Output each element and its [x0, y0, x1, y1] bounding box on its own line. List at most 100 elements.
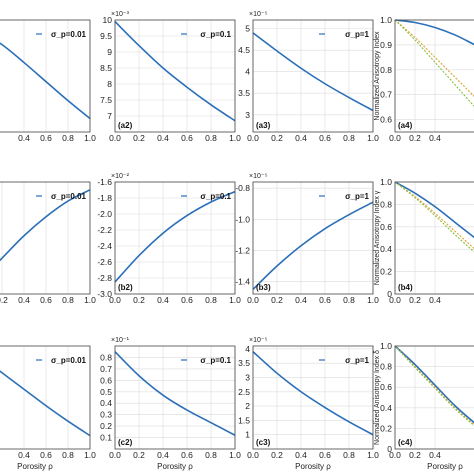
- x-tick-label: 0.8: [343, 295, 355, 305]
- y-axis-label: Normalized Anisotropy Index: [374, 31, 381, 121]
- x-tick-label: 0.2: [271, 295, 283, 305]
- x-tick-label: 0.4: [157, 450, 169, 460]
- x-tick-label: 0.0: [109, 295, 121, 305]
- y-tick-label: 4.5: [238, 45, 250, 55]
- x-tick-label: 0.2: [0, 295, 8, 305]
- x-tick-label: 0.4: [295, 450, 307, 460]
- y-tick-label: 1.5: [238, 415, 250, 425]
- x-tick-label: 0.0: [109, 133, 121, 143]
- panel-a3: 0.0 0.2 0.4 0.6 0.8 1.0 3 3.5 4 4.5 5 ×10⁻⁵ σ_p=1 (a3…: [238, 11, 379, 143]
- plot-frame: [114, 181, 236, 295]
- plot-frame: [252, 345, 374, 450]
- x-tick-label: 0.8: [205, 450, 217, 460]
- panel-c1: 0.4 0.6 0.8 1.0 σ_p=0.01 Porosity ρ: [0, 345, 96, 471]
- y-tick-label: 7.5: [100, 95, 112, 105]
- x-tick-label: 0.4: [157, 133, 169, 143]
- y-tick-label: 0.7: [380, 90, 392, 100]
- y-tick-label: -2.2: [97, 225, 112, 235]
- series-line-a4-2: [394, 19, 474, 107]
- series-line-c3-0: [252, 351, 374, 436]
- series-line-a4-1: [394, 19, 474, 97]
- y-tick-label: 2: [245, 401, 250, 411]
- x-tick-label: 1.0: [84, 133, 96, 143]
- y-tick-label: 0.5: [100, 387, 112, 397]
- series-line-b3-0: [252, 201, 374, 290]
- x-tick-label: 0.4: [18, 450, 30, 460]
- panel-a1: 0.4 0.6 0.8 1.0 σ_p=0.01: [0, 19, 96, 143]
- y-tick-label: 0.6: [380, 115, 392, 125]
- x-tick-label: 0.2: [409, 450, 421, 460]
- x-tick-label: 0.6: [181, 133, 193, 143]
- y-tick-label: 0.8: [100, 352, 112, 362]
- plot-frame: [252, 181, 374, 295]
- y-tick-label: 1.0: [380, 177, 392, 187]
- y-tick-label: 0.7: [100, 364, 112, 374]
- x-tick-label: 0.8: [205, 295, 217, 305]
- plot-frame: [0, 19, 91, 133]
- plot-frame: [0, 345, 91, 450]
- y-tick-label: 3.5: [238, 88, 250, 98]
- plot-frame: [114, 19, 236, 133]
- x-tick-label: 0.4: [295, 133, 307, 143]
- x-tick-label: 0.8: [205, 133, 217, 143]
- panel-c2: 0.0 0.2 0.4 0.6 0.8 1.00.10.20.30.40.50.60.70…: [100, 337, 241, 471]
- y-tick-label: 3: [245, 372, 250, 382]
- x-tick-label: 0.4: [429, 133, 441, 143]
- y-tick-label: -1.2: [235, 245, 250, 255]
- panel-b3: 0.0 0.2 0.4 0.6 0.8 1.0 -1.4 -1.2 -1.0 -0.8 ×10⁻⁵ σ…: [235, 173, 379, 305]
- x-axis-label: Porosity ρ: [427, 462, 463, 471]
- series-line-c1-0: [0, 370, 91, 437]
- x-tick-label: 1.0: [367, 133, 379, 143]
- series-line-a1-0: [0, 42, 91, 120]
- y-tick-label: 1: [245, 430, 250, 440]
- x-tick-label: 0.2: [271, 133, 283, 143]
- x-tick-label: 0.0: [389, 133, 401, 143]
- y-tick-label: 10: [103, 15, 113, 25]
- y-tick-label: -1.4: [235, 277, 250, 287]
- x-tick-label: 0.6: [319, 295, 331, 305]
- y-tick-label: 0: [387, 444, 392, 454]
- x-tick-label: 0.8: [62, 295, 74, 305]
- legend-label: σ_p=0.1: [200, 30, 231, 39]
- panel-c3: 0.0 0.2 0.4 0.6 0.8 1.0 1 1.5 2 2.5 3 3.5 4×10⁻⁵ σ_p=…: [238, 337, 379, 471]
- x-tick-label: 1.0: [229, 133, 241, 143]
- plot-frame: [114, 345, 236, 450]
- plot-frame: [394, 181, 474, 295]
- legend-label: σ_p=0.01: [51, 192, 87, 201]
- legend-label: σ_p=1: [345, 192, 369, 201]
- x-tick-label: 1.0: [229, 295, 241, 305]
- x-tick-label: 0.2: [409, 133, 421, 143]
- y-tick-label: 3.5: [238, 358, 250, 368]
- y-tick-label: -1.6: [97, 177, 112, 187]
- x-tick-label: 0.6: [319, 450, 331, 460]
- series-line-b4-1: [394, 181, 474, 250]
- x-tick-label: 0.6: [40, 295, 52, 305]
- y-tick-label: 0.4: [100, 398, 112, 408]
- series-line-c4-0: [394, 345, 474, 424]
- y-tick-label: 1.0: [380, 15, 392, 25]
- x-tick-label: 0.8: [343, 133, 355, 143]
- y-tick-label: 0.3: [100, 410, 112, 420]
- y-tick-label: 5: [245, 24, 250, 34]
- x-tick-label: 0.6: [319, 133, 331, 143]
- panel-a2: 0.0 0.2 0.4 0.6 0.8 1.0 7 7.5 8 8.5 9 9.5 10×10⁻³ σ_p…: [100, 11, 241, 143]
- y-tick-label: 2.5: [238, 387, 250, 397]
- x-tick-label: 0.8: [62, 450, 74, 460]
- series-line-c2-0: [114, 351, 236, 436]
- x-tick-label: 0.2: [133, 295, 145, 305]
- x-axis-label: Porosity ρ: [157, 462, 193, 471]
- x-tick-label: 0.0: [247, 450, 259, 460]
- series-line-b1-0: [0, 189, 91, 262]
- legend-label: σ_p=0.01: [51, 356, 87, 365]
- series-line-a3-0: [252, 32, 374, 112]
- y-tick-label: 4: [245, 344, 250, 354]
- axis-multiplier: ×10⁻⁵: [249, 11, 268, 18]
- x-tick-label: 0.4: [157, 295, 169, 305]
- y-tick-label: 0.6: [100, 375, 112, 385]
- panel-b4: 0.0 0.2 0.4 0 0.2 0.4 0.6 0.8 1.0 (b4) Normalized …: [374, 177, 474, 305]
- x-axis-label: Porosity ρ: [295, 462, 331, 471]
- panel-label: (c4): [398, 438, 413, 447]
- series-line-c4-1: [394, 345, 474, 426]
- panel-c4: 0.0 0.2 0.4 0 0.2 0.4 0.6 0.8 1.0 (c4) Porosity ρ N…: [374, 341, 474, 471]
- x-tick-label: 0.8: [62, 133, 74, 143]
